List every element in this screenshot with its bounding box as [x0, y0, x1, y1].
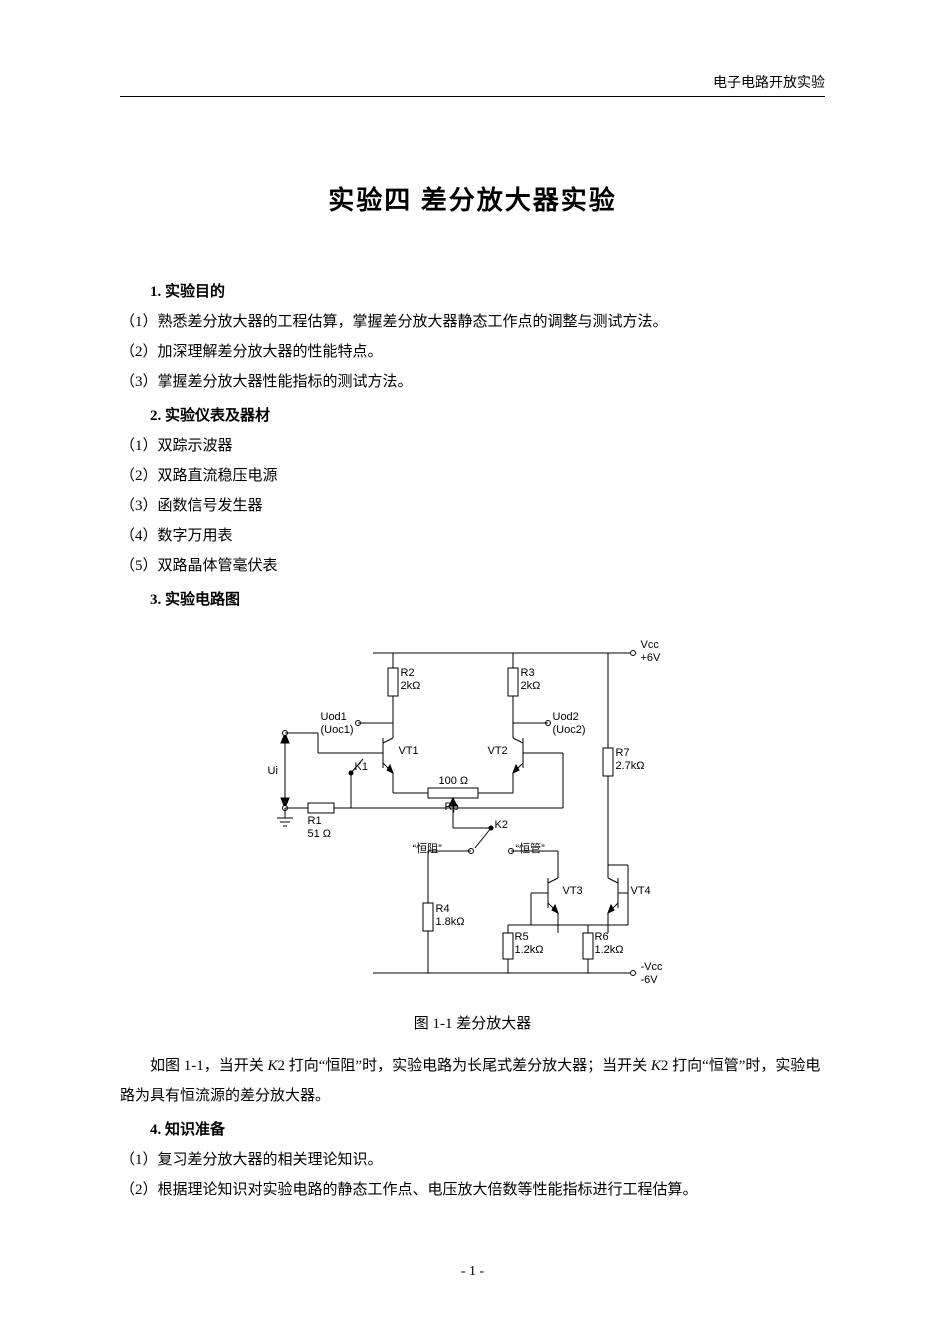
sw-left-label: “恒阻” — [413, 843, 442, 856]
s2-item5: （5）双路晶体管毫伏表 — [120, 551, 825, 581]
s2-head: 2. 实验仪表及器材 — [120, 401, 825, 431]
s3-head: 3. 实验电路图 — [120, 585, 825, 615]
running-head: 电子电路开放实验 — [713, 72, 825, 92]
nvee-label: -Vcc-6V — [641, 961, 663, 986]
k2-label: K2 — [495, 819, 508, 832]
page-number: - 1 - — [0, 1264, 945, 1280]
s4-item1: （1）复习差分放大器的相关理论知识。 — [120, 1145, 825, 1175]
vt1-label: VT1 — [399, 745, 419, 758]
circuit-diagram: Vcc+6V -Vcc-6V R22kΩ R32kΩ R72.7kΩ Uod1(… — [263, 633, 683, 1039]
s1-item1: （1）熟悉差分放大器的工程估算，掌握差分放大器静态工作点的调整与测试方法。 — [120, 307, 825, 337]
r1-label: R151 Ω — [308, 815, 332, 840]
sw-right-label: “恒管” — [516, 843, 545, 856]
vt2-label: VT2 — [488, 745, 508, 758]
k1-label: K1 — [355, 761, 368, 774]
r4-label: R41.8kΩ — [436, 903, 465, 928]
vt3-label: VT3 — [563, 885, 583, 898]
s1-item3: （3）掌握差分放大器性能指标的测试方法。 — [120, 367, 825, 397]
s2-item1: （1）双踪示波器 — [120, 431, 825, 461]
s2-item4: （4）数字万用表 — [120, 521, 825, 551]
figure-caption: 图 1-1 差分放大器 — [263, 1009, 683, 1039]
body-p1: 如图 1-1，当开关 K2 打向“恒阻”时，实验电路为长尾式差分放大器；当开关 … — [120, 1051, 825, 1111]
page: 电子电路开放实验 实验四 差分放大器实验 1. 实验目的 （1）熟悉差分放大器的… — [0, 0, 945, 1336]
r6-label: R61.2kΩ — [595, 931, 624, 956]
s1-head: 1. 实验目的 — [120, 277, 825, 307]
s1-item2: （2）加深理解差分放大器的性能特点。 — [120, 337, 825, 367]
s4-head: 4. 知识准备 — [120, 1115, 825, 1145]
s2-item2: （2）双路直流稳压电源 — [120, 461, 825, 491]
ui-label: Ui — [268, 765, 278, 778]
header-rule — [120, 96, 825, 97]
r3-label: R32kΩ — [521, 667, 541, 692]
vcc-label: Vcc+6V — [641, 639, 661, 664]
s2-item3: （3）函数信号发生器 — [120, 491, 825, 521]
rp-name: Rp — [445, 801, 459, 814]
content: 1. 实验目的 （1）熟悉差分放大器的工程估算，掌握差分放大器静态工作点的调整与… — [120, 277, 825, 1205]
uod2-label: Uod2(Uoc2) — [553, 711, 586, 736]
s4-item2: （2）根据理论知识对实验电路的静态工作点、电压放大倍数等性能指标进行工程估算。 — [120, 1175, 825, 1205]
rp-val: 100 Ω — [439, 775, 469, 788]
r5-label: R51.2kΩ — [515, 931, 544, 956]
r2-label: R22kΩ — [401, 667, 421, 692]
vt4-label: VT4 — [631, 885, 651, 898]
r7-label: R72.7kΩ — [616, 747, 645, 772]
uod1-label: Uod1(Uoc1) — [321, 711, 354, 736]
doc-title: 实验四 差分放大器实验 — [120, 180, 825, 217]
